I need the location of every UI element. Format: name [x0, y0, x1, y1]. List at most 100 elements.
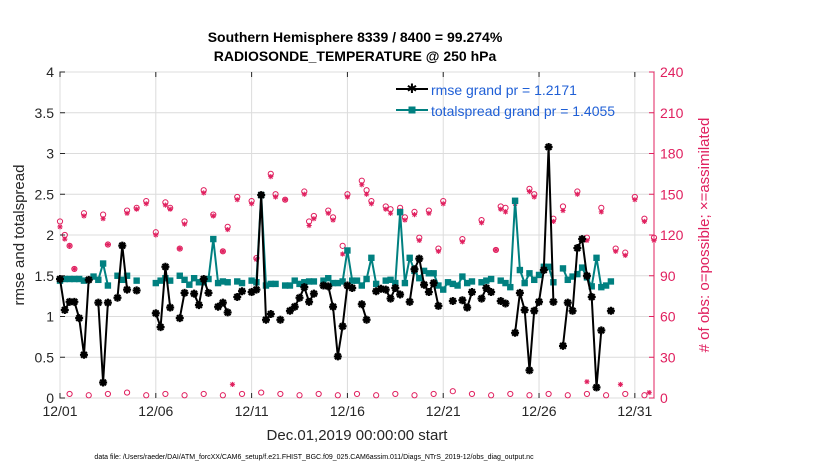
obs-assimilated-marker [344, 194, 351, 200]
obs-possible-marker [468, 390, 476, 398]
spread-point [190, 274, 198, 282]
spread-point [104, 282, 112, 289]
obs-assimilated-marker [363, 191, 370, 197]
obs-possible-marker [353, 390, 361, 398]
rmse-line [193, 278, 210, 307]
spread-point [535, 271, 543, 279]
chart-title-line2: RADIOSONDE_TEMPERATURE @ 250 hPa [214, 48, 497, 64]
spread-point [430, 270, 437, 277]
rmse-point [156, 323, 165, 332]
spread-point [181, 276, 188, 284]
spread-point [449, 280, 457, 288]
rmse-point [309, 289, 318, 298]
rmse-point [477, 294, 486, 303]
obs-possible-marker [162, 390, 169, 398]
obs-possible-marker [123, 389, 131, 396]
spread-point [123, 272, 131, 279]
spread-point [176, 272, 183, 279]
obs-possible-marker [277, 390, 284, 398]
spread-point [387, 276, 394, 284]
spread-point [497, 277, 504, 284]
obs-assimilated-marker [383, 206, 389, 212]
rmse-point [103, 298, 112, 307]
series [56, 142, 615, 392]
x-tick-label: 12/11 [235, 403, 269, 419]
spread-point [353, 277, 361, 284]
obs-assimilated-marker [359, 182, 365, 188]
obs-possible-marker [545, 390, 552, 398]
rmse-point [415, 254, 424, 263]
rmse-point [405, 297, 414, 306]
rmse-point [161, 262, 170, 271]
spread-point [119, 276, 126, 284]
obs-assimilated-marker [368, 201, 374, 207]
obs-assimilated-marker [340, 251, 346, 257]
obs-assimilated-marker [225, 226, 231, 233]
obs-assimilated-marker [560, 207, 566, 214]
rmse-point [175, 314, 184, 323]
obs-possible-marker [622, 390, 629, 398]
rmse-point [587, 292, 596, 301]
obs-assimilated-marker [584, 379, 590, 385]
spread-point [607, 278, 615, 285]
rmse-point [606, 306, 615, 315]
obs-possible-marker [488, 392, 495, 399]
spread-point [301, 279, 308, 286]
spread-point [349, 277, 356, 284]
rmse-point [247, 288, 256, 297]
x-tick-label: 12/16 [330, 403, 365, 419]
rmse-point [424, 288, 433, 297]
rmse-point [549, 297, 558, 306]
rmse-point [180, 288, 189, 297]
obs-assimilated-marker [100, 216, 106, 222]
obs-assimilated-marker [81, 213, 87, 219]
obs-assimilated-marker [311, 216, 317, 222]
rmse-point [305, 297, 314, 306]
rmse-point [132, 286, 141, 295]
obs-assimilated-marker [282, 197, 288, 203]
x-axis-label: Dec.01,2019 00:00:00 start [267, 427, 449, 444]
obs-assimilated-marker [210, 213, 216, 219]
rmse-point [467, 288, 476, 297]
spread-point [262, 282, 270, 289]
obs-assimilated-marker [134, 206, 140, 212]
rmse-point [223, 308, 232, 317]
spread-point [80, 277, 88, 284]
rmse-point [520, 305, 529, 314]
obs-assimilated-marker [435, 248, 442, 254]
obs-assimilated-marker [124, 210, 130, 216]
y-axis-label-left: rmse and totalspread [11, 165, 28, 306]
obs-assimilated-marker [201, 190, 207, 196]
rmse-point [285, 306, 294, 315]
obs-possible-marker [430, 390, 437, 398]
axes: 12/01 12/06 12/11 12/16 12/21 12/26 12/31 0 0.5 1… [35, 64, 684, 419]
legend-spread-label: totalspread grand pr = 1.4055 [431, 103, 615, 119]
spread-point [545, 263, 552, 270]
rmse-point [204, 288, 213, 297]
rmse-point [324, 282, 333, 291]
rmse-point [420, 280, 429, 289]
spread-point [487, 275, 495, 283]
rmse-point [233, 292, 242, 301]
rmse-point [261, 315, 270, 324]
rmse-point [539, 266, 548, 275]
rmse-point [60, 305, 69, 314]
rmse-point [266, 310, 275, 319]
rmse-point [458, 296, 467, 305]
spread-point [358, 282, 365, 289]
obs-assimilated-marker [177, 245, 183, 252]
rmse-point [535, 297, 544, 306]
obs-assimilated-marker [234, 197, 240, 203]
obs-possible-marker [449, 388, 456, 395]
rmse-point [357, 300, 366, 309]
rmse-point [84, 275, 93, 284]
spread-point [396, 208, 404, 216]
spread-point [511, 197, 519, 204]
spread-point [267, 280, 274, 288]
obs-possible-marker [583, 390, 591, 398]
spread-point [238, 279, 246, 287]
obs-possible-marker [641, 392, 648, 399]
rmse-point [79, 350, 88, 359]
rmse-point [151, 309, 160, 318]
rmse-point [94, 298, 103, 307]
